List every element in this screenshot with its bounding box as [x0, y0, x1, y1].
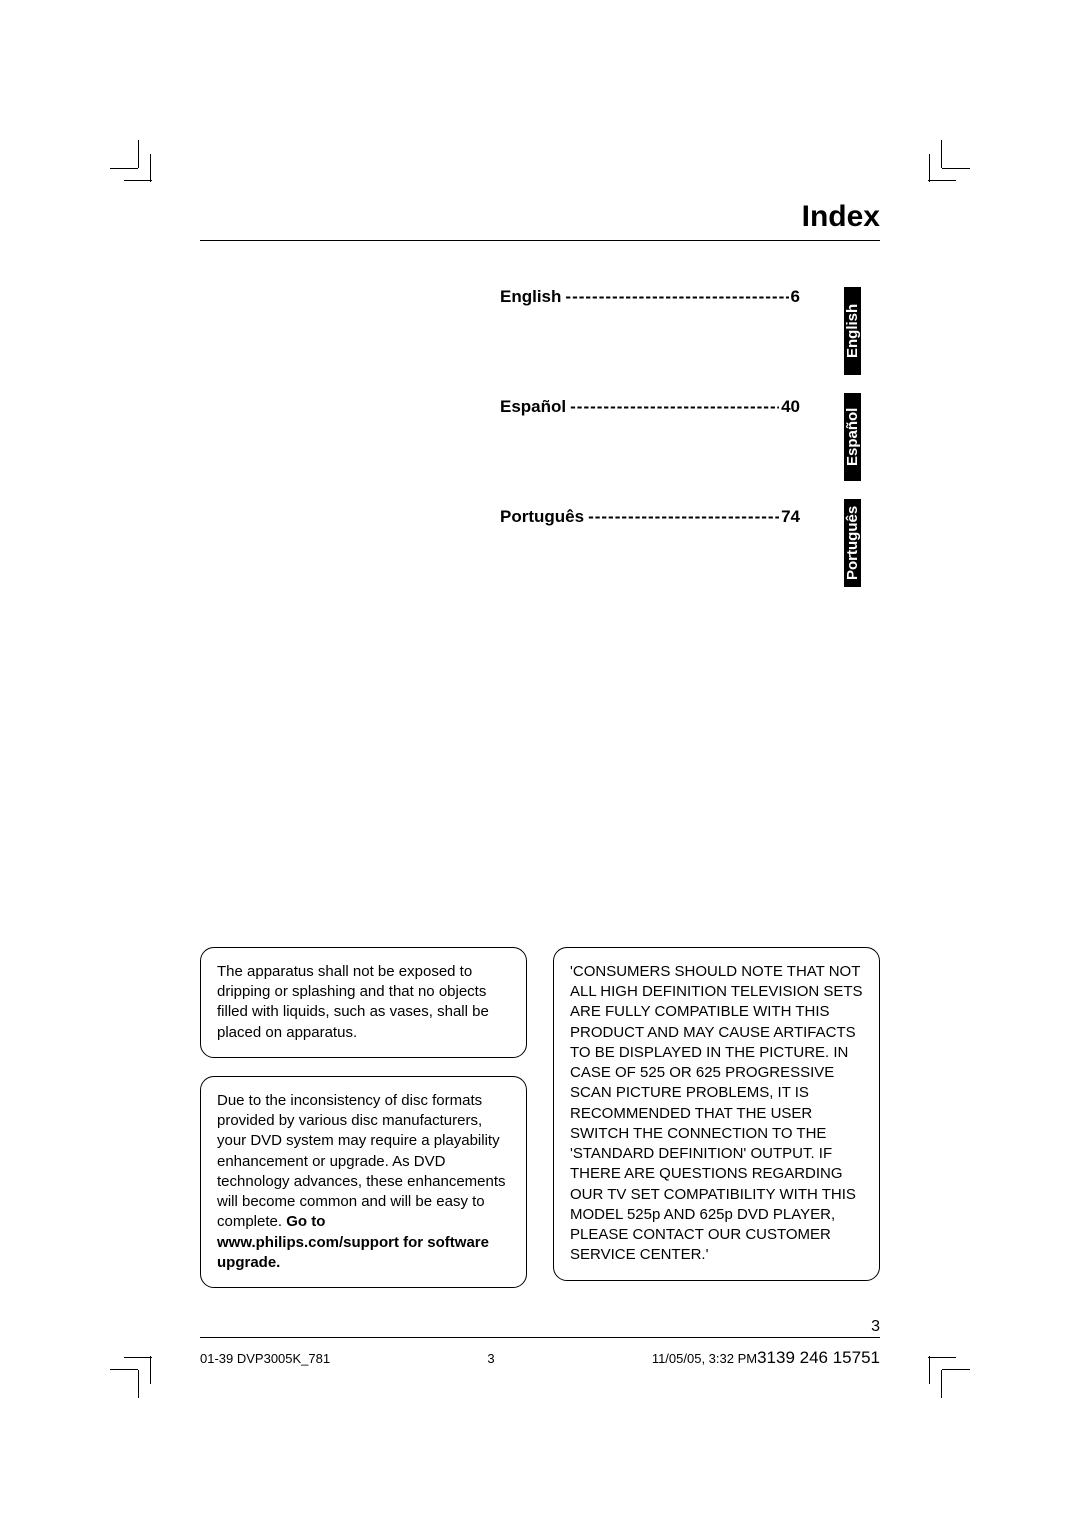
index-row-english: English --------------------------------…: [500, 287, 880, 307]
footer-right: 11/05/05, 3:32 PM3139 246 15751: [652, 1348, 880, 1368]
tab-portugues: Português: [844, 499, 861, 587]
notice-dripping: The apparatus shall not be exposed to dr…: [200, 947, 527, 1058]
notice-col-right: 'CONSUMERS SHOULD NOTE THAT NOT ALL HIGH…: [553, 947, 880, 1288]
index-leader: ----------------------------------------: [561, 287, 788, 307]
notice-col-left: The apparatus shall not be exposed to dr…: [200, 947, 527, 1288]
footer-code: 3139 246 15751: [757, 1348, 880, 1367]
footer-timestamp: 11/05/05, 3:32 PM: [652, 1351, 757, 1366]
index-leader: ---------------------------------: [584, 507, 779, 527]
index-leader: -------------------------------------: [566, 397, 779, 417]
notice-consumers: 'CONSUMERS SHOULD NOTE THAT NOT ALL HIGH…: [553, 947, 880, 1281]
footer-seq: 3: [487, 1351, 494, 1366]
notice-text: 'CONSUMERS SHOULD NOTE THAT NOT ALL HIGH…: [570, 963, 863, 1264]
index-page: 74: [779, 507, 800, 527]
page-content: Index English --------------------------…: [200, 200, 880, 1328]
crop-mark-br: [928, 1356, 970, 1398]
index-page: 6: [789, 287, 800, 307]
index-block: English --------------------------------…: [500, 287, 880, 527]
tab-english: English: [844, 287, 861, 375]
crop-mark-bl: [110, 1356, 152, 1398]
index-label: Español: [500, 397, 566, 417]
index-label: Português: [500, 507, 584, 527]
notice-text: Due to the inconsistency of disc formats…: [217, 1092, 506, 1231]
crop-mark-tl: [110, 140, 152, 182]
index-page: 40: [779, 397, 800, 417]
notice-row: The apparatus shall not be exposed to dr…: [200, 947, 880, 1288]
index-label: English: [500, 287, 561, 307]
index-row-portugues: Português ------------------------------…: [500, 507, 880, 527]
notice-text: The apparatus shall not be exposed to dr…: [217, 963, 489, 1041]
footer-file: 01-39 DVP3005K_781: [200, 1351, 330, 1366]
footer-meta: 01-39 DVP3005K_781 3 11/05/05, 3:32 PM31…: [200, 1337, 880, 1368]
notice-disc-format: Due to the inconsistency of disc formats…: [200, 1076, 527, 1288]
page-number: 3: [871, 1318, 880, 1336]
tab-espanol: Español: [844, 393, 861, 481]
crop-mark-tr: [928, 140, 970, 182]
index-row-espanol: Español --------------------------------…: [500, 397, 880, 417]
language-tabs: English Español Português: [844, 287, 886, 605]
page-title: Index: [200, 200, 880, 241]
